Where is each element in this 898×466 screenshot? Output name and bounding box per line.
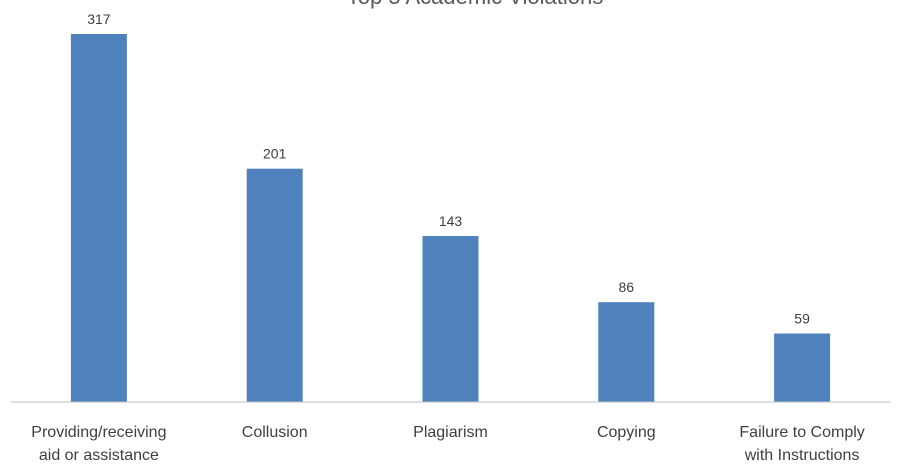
category-label-line: Failure to Comply — [739, 424, 864, 441]
category-label-line: Providing/receiving — [31, 424, 166, 441]
category-label-line: with Instructions — [744, 447, 860, 464]
bar-0 — [70, 34, 127, 402]
category-label-2: Plagiarism — [413, 424, 488, 441]
bar-value-label-1: 201 — [263, 146, 287, 162]
category-label-line: Copying — [597, 424, 656, 441]
bar-value-label-0: 317 — [87, 11, 111, 27]
bar-value-label-2: 143 — [439, 213, 463, 229]
chart-title: Top 5 Academic Violations — [347, 0, 603, 9]
category-label-line: Collusion — [242, 424, 308, 441]
category-label-4: Failure to Comply with Instructions — [739, 424, 864, 464]
bar-3 — [598, 302, 655, 402]
category-label-1: Collusion — [242, 424, 308, 441]
bar-value-label-3: 86 — [619, 279, 635, 295]
category-label-line: Plagiarism — [413, 424, 488, 441]
category-label-line: aid or assistance — [39, 447, 159, 464]
bar-value-label-4: 59 — [794, 311, 810, 327]
category-label-3: Copying — [597, 424, 656, 441]
bar-2 — [422, 236, 479, 402]
bar-4 — [774, 333, 831, 402]
category-label-0: Providing/receiving aid or assistance — [31, 424, 166, 464]
bar-1 — [246, 168, 303, 402]
bars-layer: 317 Providing/receiving aid or assistance 2… — [31, 11, 864, 464]
